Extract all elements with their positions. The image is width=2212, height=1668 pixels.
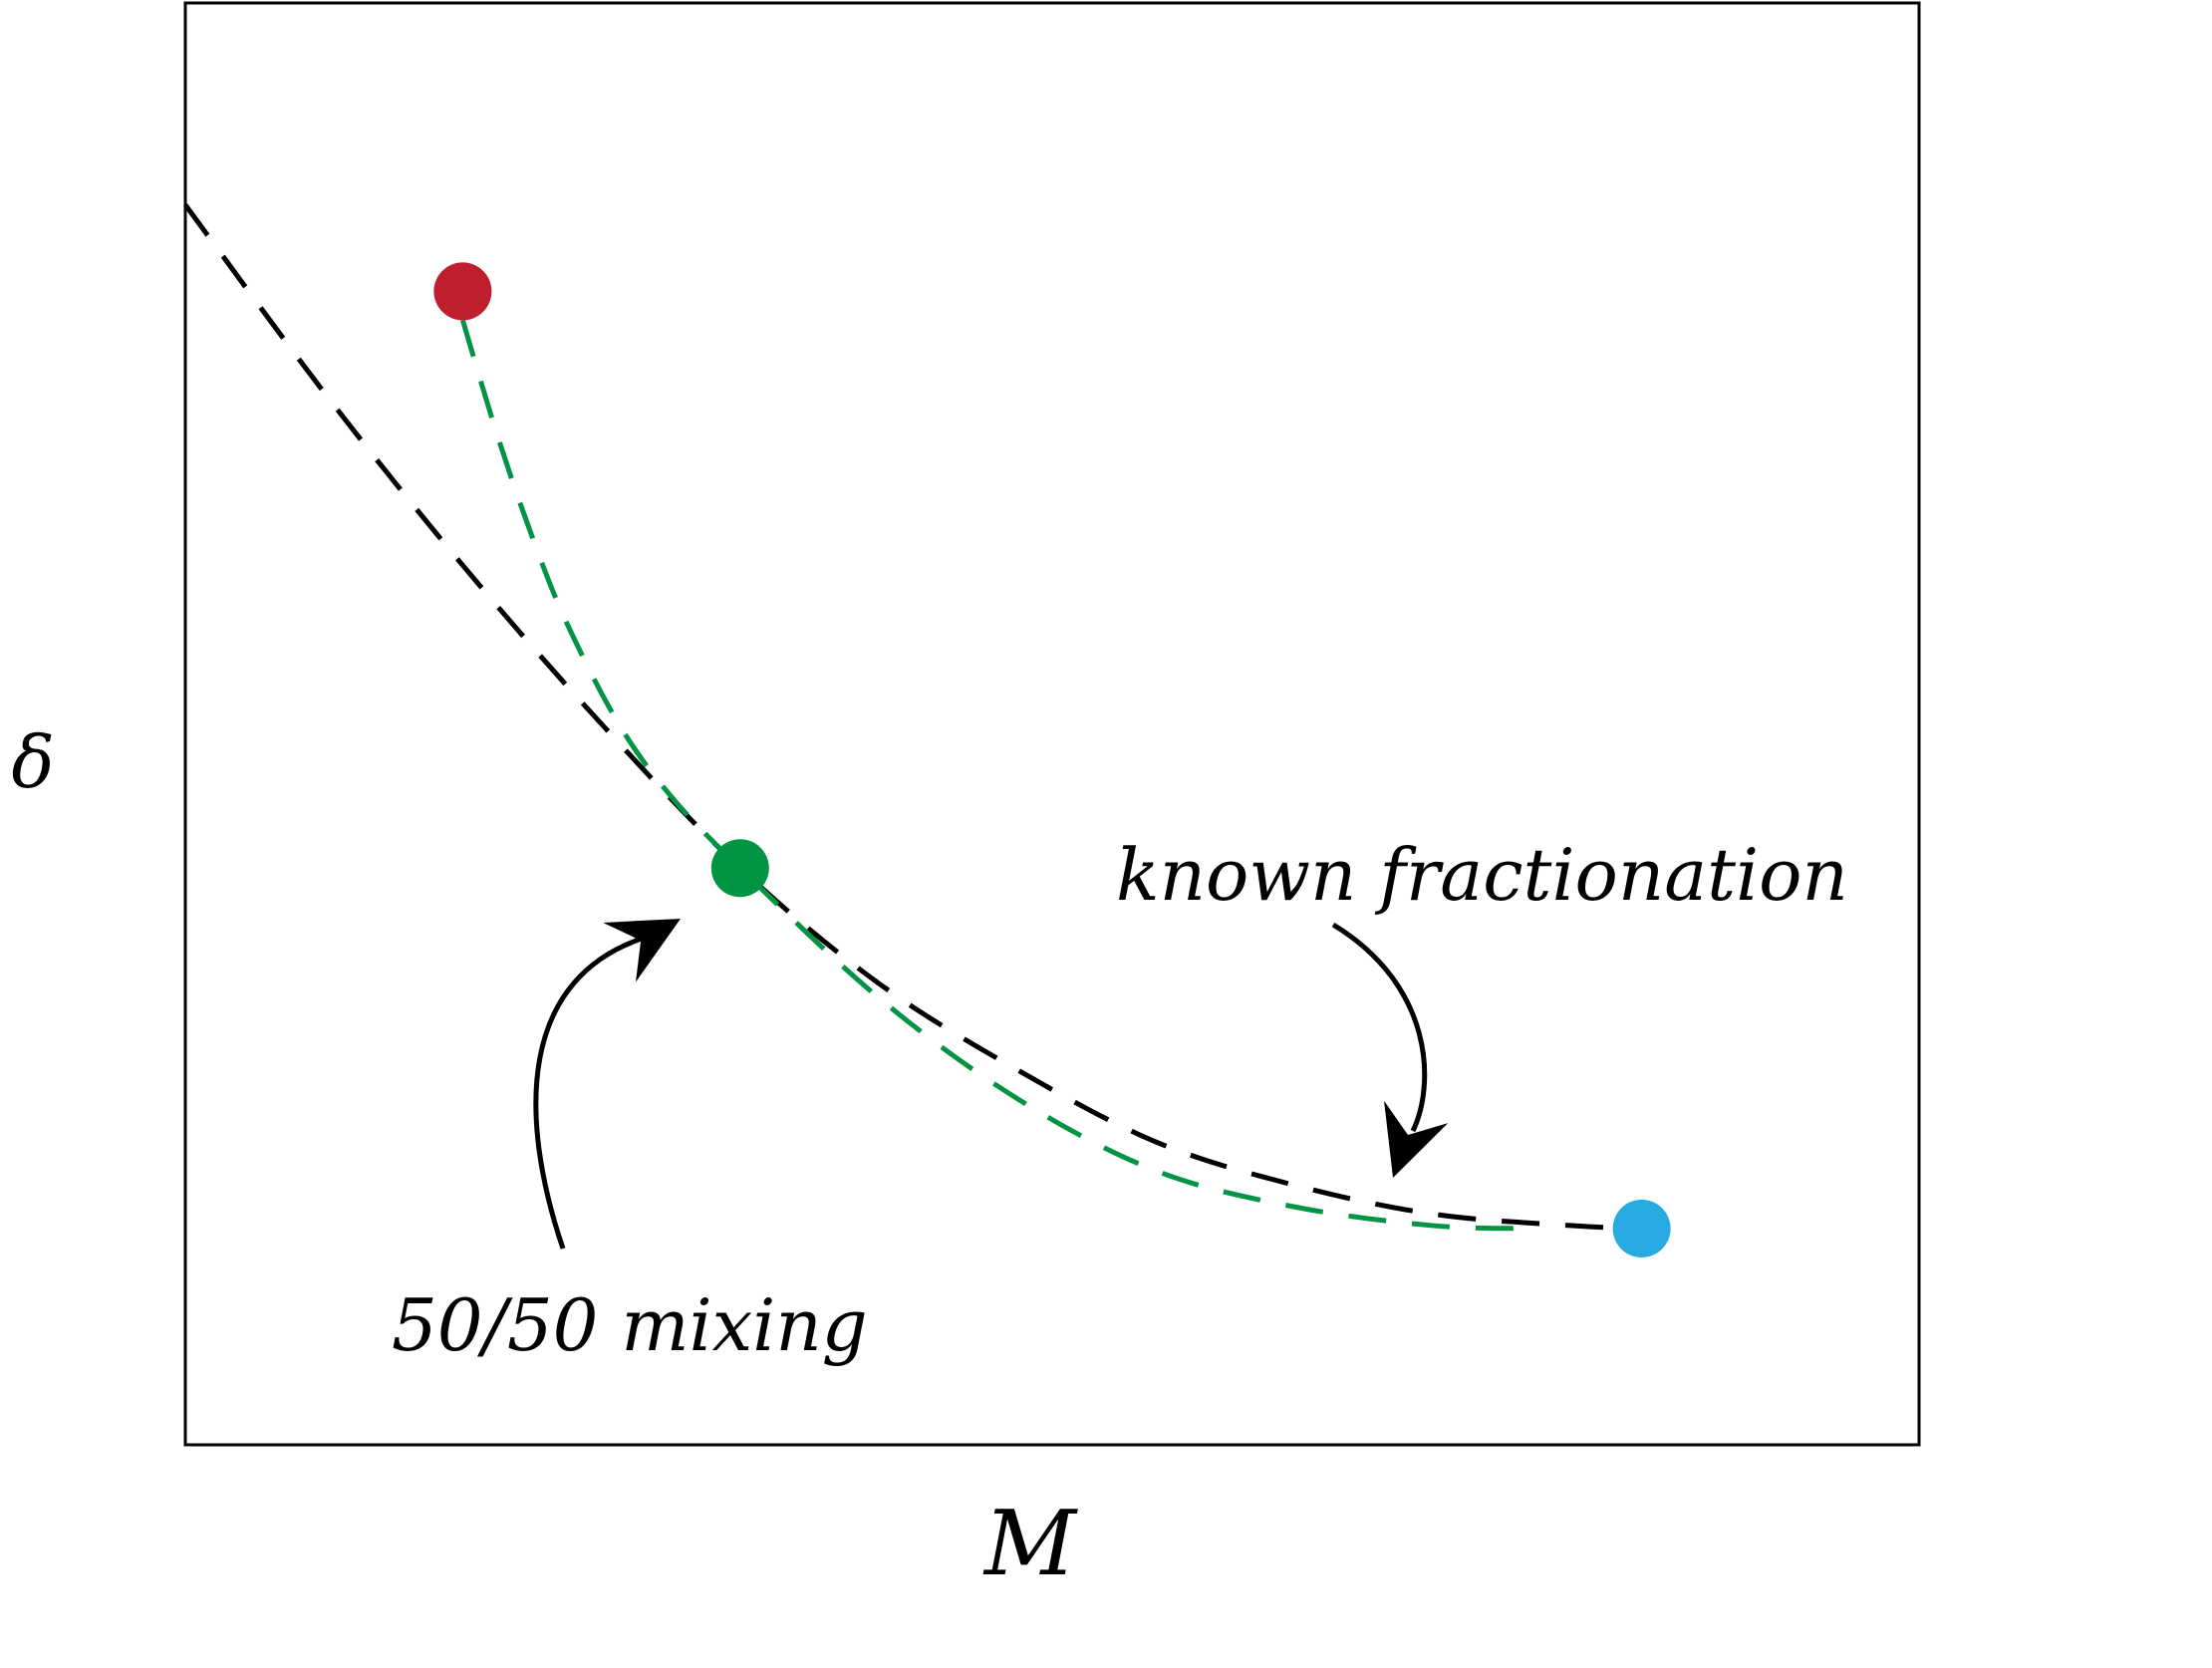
fractionation-annotation: known fractionation bbox=[1116, 833, 1848, 917]
arrows-layer bbox=[533, 919, 1449, 1250]
plot-frame bbox=[183, 1, 1921, 1447]
curves-layer bbox=[182, 203, 1642, 1232]
mixing-arrow bbox=[533, 919, 681, 1250]
markers-layer bbox=[433, 262, 1671, 1257]
blue-endmember-point bbox=[1612, 1199, 1671, 1257]
mixing-annotation: 50/50 mixing bbox=[392, 1283, 868, 1367]
mixing-curve-line bbox=[460, 319, 1538, 1232]
fractionation-curve-line bbox=[182, 203, 1642, 1232]
red-endmember-point bbox=[433, 262, 492, 321]
mixture-point bbox=[710, 839, 769, 898]
y-axis-label: δ bbox=[11, 720, 54, 804]
fractionation-arrow bbox=[1331, 922, 1449, 1178]
x-axis-label: M bbox=[982, 1492, 1078, 1596]
